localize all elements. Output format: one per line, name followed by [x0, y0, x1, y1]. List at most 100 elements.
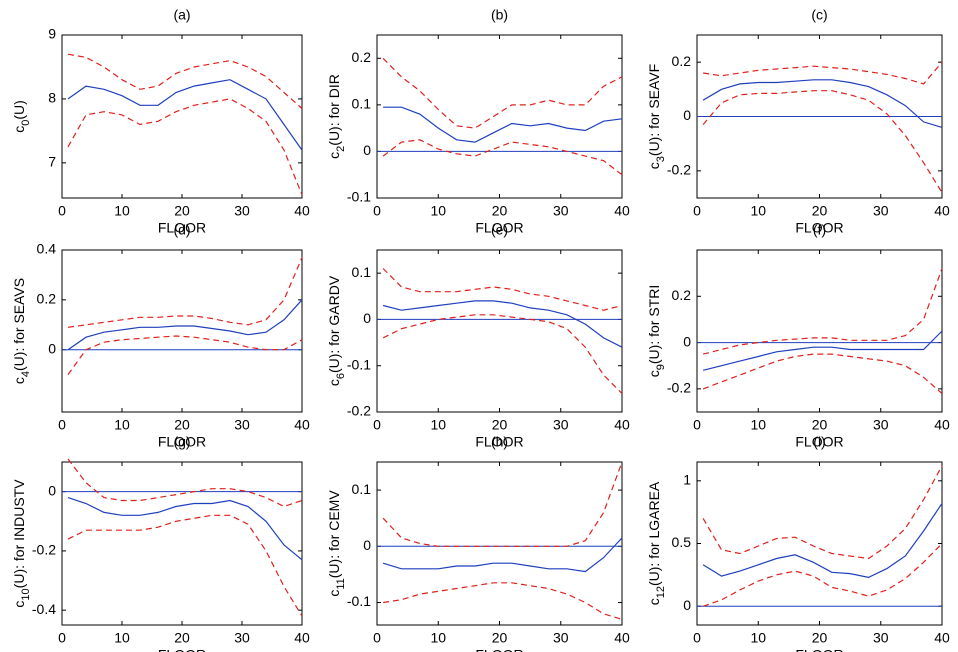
x-tick-label: 10 — [750, 203, 766, 219]
plot-frame — [696, 461, 943, 626]
x-tick-label: 40 — [614, 630, 630, 646]
x-tick-label: 0 — [693, 203, 701, 219]
series-line — [382, 461, 623, 547]
series-line — [67, 79, 303, 151]
y-tick-label: 0.2 — [352, 49, 372, 65]
subplot-title: (d) — [173, 222, 190, 238]
y-tick-label: 0 — [363, 537, 371, 553]
subplot-title: (a) — [173, 7, 190, 23]
x-tick-label: 0 — [58, 203, 66, 219]
y-axis-label: c9(U): for STRI — [646, 285, 667, 377]
y-axis-label: c4(U): for SEAVS — [11, 278, 32, 384]
x-axis-label: FLOOR — [795, 220, 843, 236]
x-tick-label: 20 — [492, 203, 508, 219]
y-axis-label: c2(U): for DIR — [326, 74, 347, 159]
y-tick-label: -0.2 — [667, 162, 691, 178]
series-line — [703, 61, 943, 85]
x-tick-label: 40 — [934, 630, 950, 646]
x-tick-label: 10 — [114, 417, 130, 433]
plot-frame — [376, 34, 623, 199]
y-tick-label: 8 — [48, 90, 56, 106]
x-tick-label: 20 — [174, 417, 190, 433]
y-tick-label: -0.4 — [32, 601, 56, 617]
x-tick-label: 30 — [873, 630, 889, 646]
y-tick-label: 0 — [363, 142, 371, 158]
y-label-part: c — [11, 601, 27, 608]
y-label-part: c — [11, 126, 27, 133]
x-tick-label: 0 — [58, 630, 66, 646]
y-label-part: (U): for SEAVS — [11, 278, 27, 371]
x-tick-label: 10 — [114, 630, 130, 646]
x-tick-label: 20 — [492, 417, 508, 433]
y-label-part: (U): for LGAREA — [646, 481, 662, 586]
x-axis-label: FLOOR — [158, 647, 206, 652]
x-tick-label: 10 — [750, 417, 766, 433]
y-label-part: c — [326, 379, 342, 386]
plot-frame — [61, 34, 303, 199]
x-tick-label: 30 — [234, 417, 250, 433]
y-label-part: 4 — [20, 371, 32, 377]
subplot: 0 10 20 30 40 -0.2 0 0.2 (c) FLOOR c3(U): for SEAV… — [646, 7, 950, 236]
x-tick-label: 0 — [373, 417, 381, 433]
subplot-title: (h) — [491, 434, 508, 450]
series-line — [382, 537, 623, 573]
y-label-part: (U): for DIR — [326, 74, 342, 146]
series-line — [382, 314, 623, 394]
x-tick-label: 40 — [934, 417, 950, 433]
x-axis-label: FLOOR — [475, 647, 523, 652]
y-label-part: 3 — [655, 156, 667, 162]
plot-frame — [376, 249, 623, 413]
x-tick-label: 10 — [430, 203, 446, 219]
y-label-part: c — [646, 598, 662, 605]
series-line — [702, 543, 943, 607]
x-tick-label: 40 — [294, 203, 310, 219]
x-tick-label: 0 — [373, 630, 381, 646]
x-tick-label: 0 — [693, 417, 701, 433]
y-axis-label: c11(U): for CEMV — [326, 490, 347, 597]
x-tick-label: 30 — [553, 203, 569, 219]
y-tick-label: 0.2 — [672, 287, 692, 303]
series-line — [67, 335, 303, 375]
y-tick-label: -0.1 — [347, 189, 371, 205]
y-label-part: 10 — [20, 588, 32, 600]
series-line — [383, 106, 623, 143]
y-label-part: c — [646, 162, 662, 169]
y-label-part: 9 — [655, 364, 667, 370]
subplot-title: (e) — [491, 222, 508, 238]
y-tick-label: 0.1 — [352, 264, 372, 280]
y-tick-label: 0 — [683, 333, 691, 349]
x-tick-label: 20 — [492, 630, 508, 646]
y-tick-label: -0.1 — [347, 356, 371, 372]
x-tick-label: 40 — [294, 630, 310, 646]
y-tick-label: 0 — [363, 310, 371, 326]
y-axis-label: c10(U): for INDUSTV — [11, 479, 32, 608]
x-tick-label: 0 — [58, 417, 66, 433]
x-tick-label: 20 — [812, 203, 828, 219]
series-line — [67, 257, 303, 328]
y-tick-label: -0.2 — [347, 403, 371, 419]
y-tick-label: 0.5 — [672, 534, 692, 550]
series-line — [382, 300, 623, 348]
x-tick-label: 0 — [693, 630, 701, 646]
subplot-title: (f) — [813, 222, 826, 238]
series-line — [702, 90, 943, 193]
y-label-part: c — [646, 370, 662, 377]
y-axis-label: c3(U): for SEAVF — [646, 64, 667, 169]
y-tick-label: 7 — [48, 154, 56, 170]
y-tick-label: 0.4 — [37, 241, 57, 257]
y-tick-label: 0 — [683, 107, 691, 123]
plot-frame — [61, 249, 303, 413]
x-tick-label: 30 — [873, 417, 889, 433]
y-label-part: (U) — [11, 100, 27, 119]
y-label-part: c — [326, 590, 342, 597]
x-axis-label: FLOOR — [158, 434, 206, 450]
x-axis-label: FLOOR — [158, 220, 206, 236]
y-tick-label: -0.2 — [32, 542, 56, 558]
y-label-part: 6 — [335, 373, 347, 379]
